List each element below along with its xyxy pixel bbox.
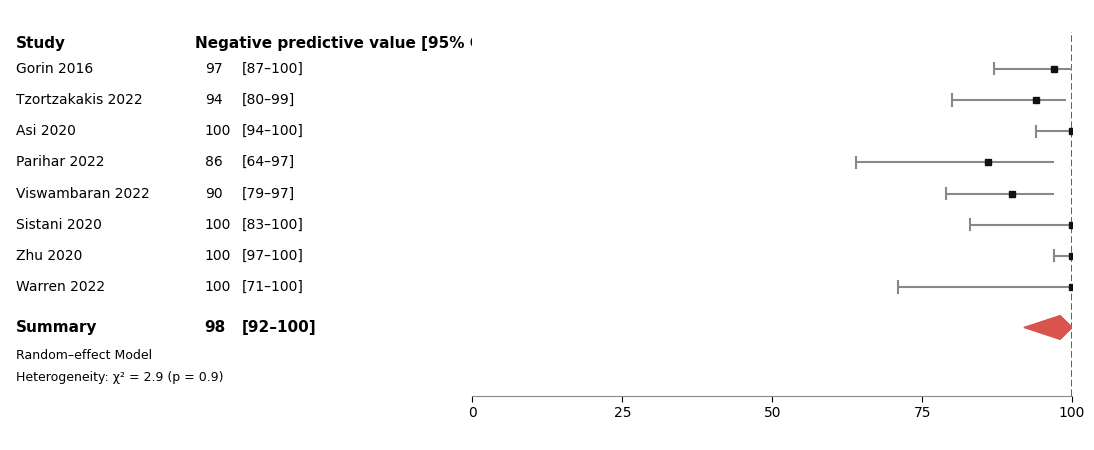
Text: Summary: Summary	[15, 320, 97, 335]
Text: 98: 98	[205, 320, 226, 335]
Text: Viswambaran 2022: Viswambaran 2022	[15, 186, 149, 201]
Text: Gorin 2016: Gorin 2016	[15, 62, 93, 76]
Text: Study: Study	[15, 36, 66, 51]
Text: 100: 100	[205, 249, 231, 263]
Text: [83–100]: [83–100]	[242, 218, 303, 232]
Text: 97: 97	[205, 62, 222, 76]
Text: [97–100]: [97–100]	[242, 249, 303, 263]
Text: [80–99]: [80–99]	[242, 93, 295, 107]
Text: 100: 100	[205, 280, 231, 294]
Text: [87–100]: [87–100]	[242, 62, 303, 76]
Text: [64–97]: [64–97]	[242, 155, 294, 169]
Text: Sistani 2020: Sistani 2020	[15, 218, 102, 232]
Text: 90: 90	[205, 186, 222, 201]
Text: Warren 2022: Warren 2022	[15, 280, 105, 294]
Text: Heterogeneity: χ² = 2.9 (p = 0.9): Heterogeneity: χ² = 2.9 (p = 0.9)	[15, 371, 223, 384]
Text: [79–97]: [79–97]	[242, 186, 294, 201]
Text: [92–100]: [92–100]	[242, 320, 316, 335]
Text: Tzortzakakis 2022: Tzortzakakis 2022	[15, 93, 142, 107]
Text: 94: 94	[205, 93, 222, 107]
Text: Parihar 2022: Parihar 2022	[15, 155, 104, 169]
Text: 100: 100	[205, 124, 231, 138]
Text: Negative predictive value [95% CI]: Negative predictive value [95% CI]	[196, 36, 493, 51]
Text: [94–100]: [94–100]	[242, 124, 303, 138]
Text: 86: 86	[205, 155, 222, 169]
Text: Random–effect Model: Random–effect Model	[15, 349, 152, 362]
Text: Zhu 2020: Zhu 2020	[15, 249, 82, 263]
Text: 100: 100	[205, 218, 231, 232]
Text: Asi 2020: Asi 2020	[15, 124, 75, 138]
Text: [71–100]: [71–100]	[242, 280, 303, 294]
Polygon shape	[1024, 315, 1072, 339]
